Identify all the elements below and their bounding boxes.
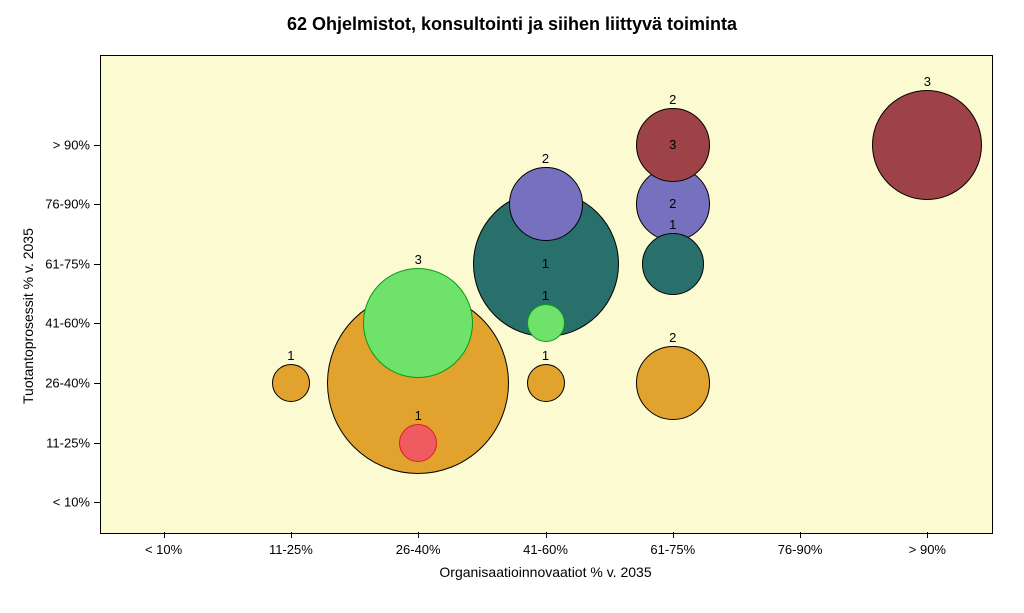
bubble-label: 3 — [415, 252, 422, 267]
bubble-label: 3 — [924, 74, 931, 89]
x-tickmark — [927, 532, 928, 538]
bubble-label: 1 — [415, 408, 422, 423]
y-tick-label: 26-40% — [38, 376, 90, 391]
bubble — [363, 268, 473, 378]
bubble — [527, 304, 565, 342]
bubble-sublabel: 1 — [542, 256, 549, 271]
bubble-label: 2 — [669, 92, 676, 107]
bubble-label: 1 — [542, 348, 549, 363]
bubble — [636, 346, 710, 420]
y-tickmark — [94, 204, 100, 205]
bubble-sublabel: 3 — [669, 137, 676, 152]
x-tickmark — [164, 532, 165, 538]
y-tickmark — [94, 443, 100, 444]
bubble — [509, 167, 583, 241]
x-axis-label: Organisaatioinnovaatiot % v. 2035 — [100, 564, 991, 580]
x-tickmark — [418, 532, 419, 538]
bubble — [527, 364, 565, 402]
bubble-sublabel: 2 — [669, 196, 676, 211]
y-tickmark — [94, 323, 100, 324]
x-tick-label: 61-75% — [650, 542, 695, 557]
x-tick-label: > 90% — [909, 542, 946, 557]
y-tick-label: 61-75% — [38, 256, 90, 271]
y-axis-label: Tuotantoprosessit % v. 2035 — [20, 228, 36, 404]
x-tickmark — [291, 532, 292, 538]
bubble-label: 2 — [542, 151, 549, 166]
x-tick-label: < 10% — [145, 542, 182, 557]
bubble — [872, 90, 982, 200]
bubble-label: 1 — [287, 348, 294, 363]
x-tickmark — [673, 532, 674, 538]
y-tickmark — [94, 383, 100, 384]
y-tickmark — [94, 264, 100, 265]
y-tick-label: 11-25% — [38, 435, 90, 450]
bubble-label: 1 — [542, 288, 549, 303]
x-tick-label: 76-90% — [778, 542, 823, 557]
x-tickmark — [546, 532, 547, 538]
bubble — [642, 233, 704, 295]
y-tickmark — [94, 145, 100, 146]
x-tick-label: 11-25% — [269, 542, 313, 557]
y-tick-label: 41-60% — [38, 316, 90, 331]
bubble — [399, 424, 437, 462]
bubble-chart: 62 Ohjelmistot, konsultointi ja siihen l… — [0, 0, 1024, 613]
bubble-label: 1 — [669, 217, 676, 232]
bubble — [272, 364, 310, 402]
y-tick-label: < 10% — [38, 495, 90, 510]
y-tickmark — [94, 502, 100, 503]
y-tick-label: 76-90% — [38, 197, 90, 212]
x-tickmark — [800, 532, 801, 538]
y-tick-label: > 90% — [38, 137, 90, 152]
x-tick-label: 26-40% — [396, 542, 441, 557]
x-tick-label: 41-60% — [523, 542, 568, 557]
bubble-label: 2 — [669, 330, 676, 345]
chart-title: 62 Ohjelmistot, konsultointi ja siihen l… — [0, 14, 1024, 35]
